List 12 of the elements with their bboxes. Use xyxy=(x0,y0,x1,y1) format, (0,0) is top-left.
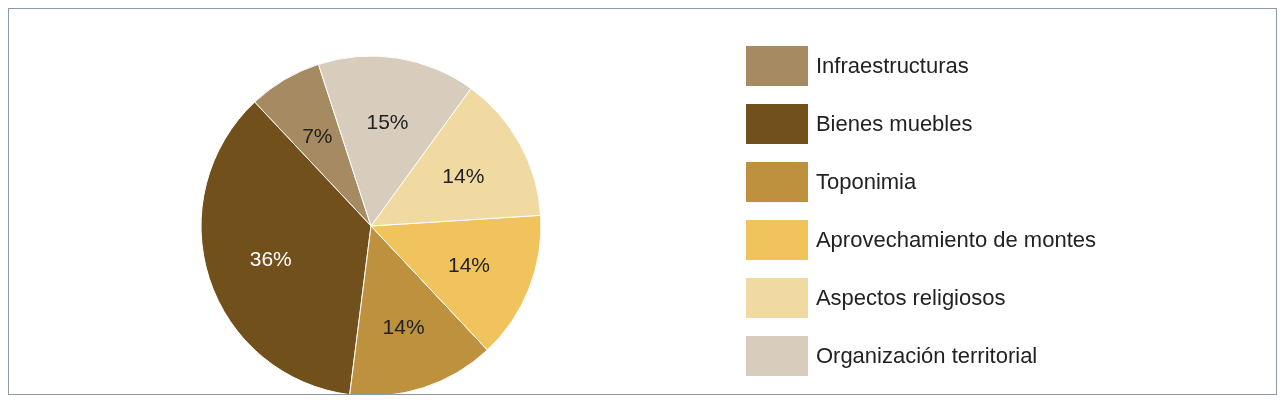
legend-label: Bienes muebles xyxy=(815,111,973,137)
data-label: 14% xyxy=(382,314,425,338)
data-label: 7% xyxy=(302,123,333,147)
data-label: 15% xyxy=(366,110,409,134)
legend-label: Organización territorial xyxy=(815,343,1038,369)
data-label: 36% xyxy=(249,247,292,271)
legend-label: Toponimia xyxy=(815,169,917,195)
legend-label: Aprovechamiento de montes xyxy=(815,227,1096,253)
legend-label: Infraestructuras xyxy=(815,53,969,79)
legend-label: Aspectos religiosos xyxy=(815,285,1006,311)
data-label: 14% xyxy=(447,253,491,277)
data-label: 14% xyxy=(442,163,485,187)
